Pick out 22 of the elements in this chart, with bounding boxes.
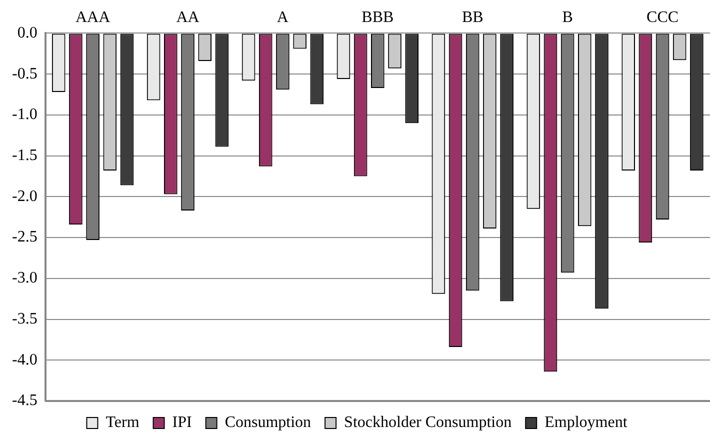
legend-label: Consumption bbox=[224, 414, 312, 432]
x-tick-label: B bbox=[562, 8, 573, 26]
y-tick-label: -0.5 bbox=[12, 65, 38, 82]
x-tick-label: CCC bbox=[646, 8, 679, 26]
x-tick-label: BB bbox=[462, 8, 484, 26]
legend-label: Term bbox=[106, 414, 140, 432]
x-tick-label: BBB bbox=[362, 8, 394, 26]
y-tick-label: -3.0 bbox=[12, 270, 38, 287]
y-tick-label: -4.0 bbox=[12, 351, 38, 368]
y-tick-label: -2.0 bbox=[12, 188, 38, 205]
legend-label: Employment bbox=[544, 414, 628, 432]
y-tick-label: -1.5 bbox=[12, 147, 38, 164]
y-tick-label: -4.5 bbox=[12, 392, 38, 410]
legend-label: IPI bbox=[172, 414, 192, 432]
y-tick-label: -1.0 bbox=[12, 106, 38, 124]
y-tick-label: -2.5 bbox=[12, 228, 38, 246]
y-tick-label: 0.0 bbox=[17, 24, 38, 42]
x-tick-label: AAA bbox=[75, 8, 111, 26]
y-tick-label: -3.5 bbox=[12, 310, 38, 328]
x-tick-label: AA bbox=[176, 8, 200, 26]
x-tick-label: A bbox=[276, 8, 289, 26]
legend-label: Stockholder Consumption bbox=[344, 414, 512, 432]
